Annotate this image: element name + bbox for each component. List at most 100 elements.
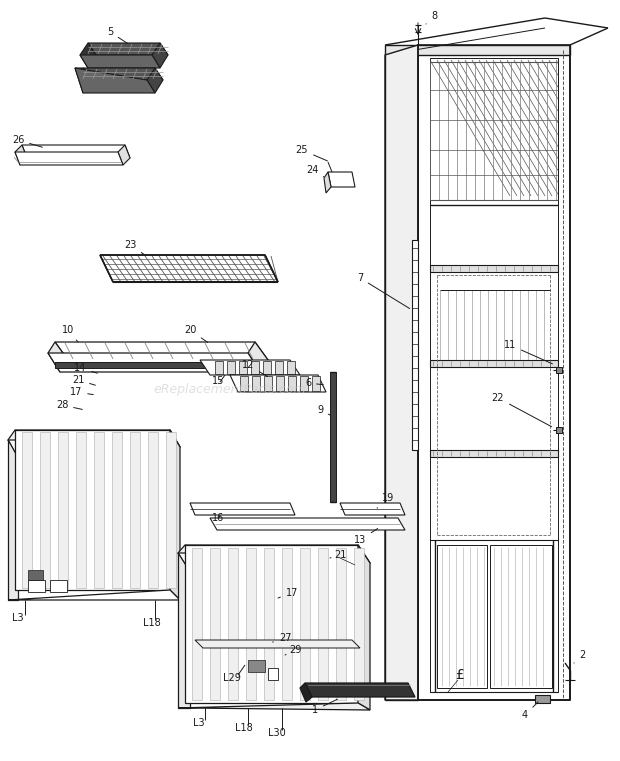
Polygon shape (430, 450, 558, 457)
Polygon shape (318, 548, 328, 700)
Polygon shape (58, 432, 68, 588)
Text: 10: 10 (62, 325, 78, 342)
Text: 13: 13 (354, 528, 378, 545)
Polygon shape (556, 427, 562, 433)
Polygon shape (430, 265, 558, 272)
Polygon shape (80, 55, 160, 68)
Polygon shape (430, 58, 558, 692)
Polygon shape (178, 553, 362, 572)
Text: 19: 19 (377, 493, 394, 508)
Polygon shape (200, 360, 300, 375)
Polygon shape (287, 361, 295, 374)
Polygon shape (28, 570, 43, 580)
Polygon shape (358, 545, 370, 710)
Polygon shape (55, 342, 268, 360)
Text: 2: 2 (574, 650, 585, 663)
Text: 17: 17 (278, 588, 298, 598)
Polygon shape (8, 430, 25, 458)
Text: 15: 15 (212, 376, 224, 386)
Polygon shape (8, 440, 172, 458)
Polygon shape (178, 545, 197, 572)
Polygon shape (22, 432, 32, 588)
Polygon shape (385, 45, 418, 700)
Polygon shape (210, 548, 220, 700)
Polygon shape (112, 432, 122, 588)
Text: 21: 21 (330, 550, 346, 560)
Polygon shape (535, 695, 550, 703)
Text: 17: 17 (70, 387, 93, 397)
Text: 20: 20 (184, 325, 208, 342)
Polygon shape (80, 43, 96, 68)
Text: 22: 22 (492, 393, 552, 427)
Text: 14: 14 (74, 363, 97, 373)
Text: 23: 23 (124, 240, 146, 256)
Text: L30: L30 (268, 728, 286, 738)
Polygon shape (88, 43, 168, 55)
Polygon shape (251, 361, 259, 374)
Polygon shape (227, 361, 235, 374)
Polygon shape (178, 703, 370, 710)
Polygon shape (185, 545, 358, 703)
Polygon shape (76, 432, 86, 588)
Text: 21: 21 (72, 375, 95, 385)
Text: L18: L18 (143, 618, 161, 628)
Text: 28: 28 (56, 400, 82, 410)
Polygon shape (282, 548, 292, 700)
Text: £: £ (456, 668, 464, 682)
Polygon shape (166, 432, 176, 588)
Polygon shape (40, 432, 50, 588)
Polygon shape (152, 43, 168, 68)
Text: 27: 27 (273, 633, 291, 643)
Polygon shape (276, 376, 284, 391)
Text: L3: L3 (193, 718, 205, 728)
Polygon shape (246, 548, 256, 700)
Polygon shape (263, 361, 271, 374)
Polygon shape (418, 45, 570, 700)
Polygon shape (275, 361, 283, 374)
Polygon shape (190, 503, 295, 515)
Text: L18: L18 (235, 723, 253, 733)
Polygon shape (147, 68, 163, 93)
Polygon shape (15, 152, 123, 165)
Polygon shape (354, 548, 364, 700)
Polygon shape (248, 660, 265, 672)
Polygon shape (264, 376, 272, 391)
Polygon shape (230, 375, 326, 392)
Polygon shape (75, 68, 91, 93)
Polygon shape (8, 590, 180, 600)
Polygon shape (15, 430, 170, 590)
Polygon shape (210, 518, 405, 530)
Polygon shape (100, 255, 278, 282)
Polygon shape (330, 372, 336, 502)
Polygon shape (22, 145, 130, 158)
Polygon shape (55, 362, 255, 368)
Polygon shape (239, 361, 247, 374)
Polygon shape (228, 548, 238, 700)
Text: 16: 16 (212, 513, 224, 523)
Polygon shape (185, 545, 370, 563)
Polygon shape (300, 683, 312, 702)
Polygon shape (490, 545, 552, 688)
Polygon shape (48, 353, 260, 372)
Polygon shape (170, 430, 180, 600)
Polygon shape (192, 548, 202, 700)
Polygon shape (340, 503, 405, 515)
Text: 7: 7 (357, 273, 410, 308)
Polygon shape (178, 553, 190, 708)
Polygon shape (75, 68, 155, 93)
Polygon shape (252, 376, 260, 391)
Text: 29: 29 (285, 645, 301, 655)
Polygon shape (324, 172, 331, 193)
Text: 24: 24 (306, 165, 324, 177)
Text: 4: 4 (522, 702, 538, 720)
Polygon shape (15, 430, 180, 447)
Polygon shape (162, 430, 180, 458)
Text: 9: 9 (317, 405, 330, 415)
Text: 25: 25 (296, 145, 327, 161)
Polygon shape (83, 68, 163, 80)
Polygon shape (118, 145, 130, 165)
Text: 11: 11 (504, 340, 552, 364)
Polygon shape (195, 640, 360, 648)
Polygon shape (148, 432, 158, 588)
Polygon shape (8, 440, 18, 600)
